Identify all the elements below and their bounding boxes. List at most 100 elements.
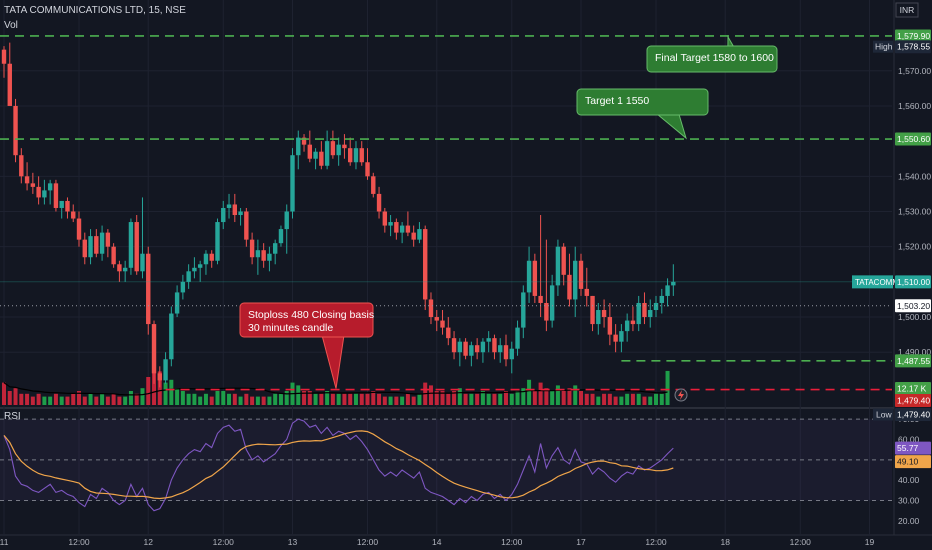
volume-bar xyxy=(480,391,485,405)
candle-body xyxy=(544,302,549,321)
candle-body xyxy=(59,200,64,208)
volume-bar xyxy=(648,396,653,405)
candle-body xyxy=(388,222,393,226)
volume-bar xyxy=(498,393,503,405)
time-axis-tick: 12:00 xyxy=(213,537,235,547)
candle-body xyxy=(272,243,278,254)
candle-body xyxy=(411,232,416,240)
volume-bar xyxy=(659,393,664,405)
candle-body xyxy=(169,313,174,360)
volume-bar xyxy=(544,388,549,405)
volume-bar xyxy=(584,393,589,405)
time-axis-tick: 12:00 xyxy=(790,537,812,547)
label-high-tag: High xyxy=(875,42,893,52)
candle-body xyxy=(151,324,157,374)
volume-bar xyxy=(36,393,41,405)
candle-body xyxy=(365,162,370,177)
candle-body xyxy=(186,271,191,282)
volume-bar xyxy=(342,393,347,405)
time-axis-tick: 14 xyxy=(432,537,442,547)
candle-body xyxy=(105,232,111,247)
candle-body xyxy=(538,295,543,303)
candle-body xyxy=(30,183,36,187)
candle-body xyxy=(480,341,486,353)
volume-bar xyxy=(209,396,214,405)
volume-bar xyxy=(238,396,243,405)
price-axis-tick: 1,500.00 xyxy=(898,312,931,322)
candle-body xyxy=(307,144,313,159)
volume-bar xyxy=(203,393,208,405)
volume-bar xyxy=(596,396,601,405)
target1-callout-text: Target 1 1550 xyxy=(585,95,649,107)
rsi-band xyxy=(0,419,892,501)
volume-bar xyxy=(232,393,237,405)
volume-bar xyxy=(590,393,595,405)
volume-bar xyxy=(394,396,399,405)
candle-body xyxy=(249,239,255,258)
candle-body xyxy=(653,302,659,311)
candle-body xyxy=(671,281,676,286)
volume-bar xyxy=(579,391,583,405)
volume-bar xyxy=(53,393,58,405)
final-target-callout-box xyxy=(646,45,778,73)
candle-body xyxy=(13,105,18,156)
candle-body xyxy=(486,338,491,342)
target1-callout-box xyxy=(576,88,709,116)
volume-bar xyxy=(486,393,491,405)
label-support: 1,487.55 xyxy=(897,356,930,366)
candle-body xyxy=(71,211,76,219)
volume-bar xyxy=(255,396,260,405)
candle-body xyxy=(515,327,520,349)
candle-body xyxy=(630,320,636,325)
candle-body xyxy=(463,341,468,356)
volume-bar xyxy=(198,396,203,405)
candle-body xyxy=(526,260,532,293)
volume-bar xyxy=(353,393,358,405)
volume-bar xyxy=(602,393,607,405)
volume-bar xyxy=(434,391,439,405)
currency-box xyxy=(895,2,919,18)
volume-bar xyxy=(82,396,87,405)
label-final-target: 1,579.90 xyxy=(897,31,930,41)
rsi-ma-line xyxy=(3,430,674,500)
volume-bar xyxy=(134,393,139,405)
volume-bar xyxy=(336,393,341,405)
candle-body xyxy=(659,295,664,303)
candle-body xyxy=(348,148,353,163)
candle-body xyxy=(342,144,347,149)
volume-bar xyxy=(613,396,618,405)
rsi-axis-tick: 30.00 xyxy=(898,496,920,506)
volume-bar xyxy=(25,393,30,405)
lightning-icon xyxy=(678,390,684,400)
candle-body xyxy=(117,264,122,272)
volume-bar xyxy=(607,393,612,405)
volume-bar xyxy=(2,382,6,405)
candle-body xyxy=(613,334,618,342)
candle-body xyxy=(244,211,249,240)
candle-body xyxy=(88,236,93,258)
volume-bar xyxy=(319,393,324,405)
candle-body xyxy=(7,63,12,106)
volume-bar xyxy=(428,385,433,405)
volume-bar xyxy=(140,388,145,405)
volume-bar xyxy=(388,396,393,405)
volume-bar xyxy=(521,388,526,405)
volume-bar xyxy=(469,393,474,405)
volume-bar xyxy=(42,396,47,405)
candle-body xyxy=(215,222,220,261)
time-axis-tick: 12:00 xyxy=(357,537,379,547)
time-axis-tick: 19 xyxy=(865,537,875,547)
time-axis-tick: 12:00 xyxy=(68,537,90,547)
volume-bar xyxy=(88,393,93,405)
volume-bar xyxy=(117,396,122,405)
volume-bar xyxy=(330,393,335,405)
volume-bar xyxy=(227,393,232,405)
label-high-value-bg xyxy=(895,40,931,54)
candle-body xyxy=(509,348,514,360)
volume-bar xyxy=(71,393,76,405)
volume-bar xyxy=(359,393,364,405)
candle-body xyxy=(382,211,388,226)
label-target1-bg xyxy=(895,132,931,146)
volume-bar xyxy=(411,396,416,405)
